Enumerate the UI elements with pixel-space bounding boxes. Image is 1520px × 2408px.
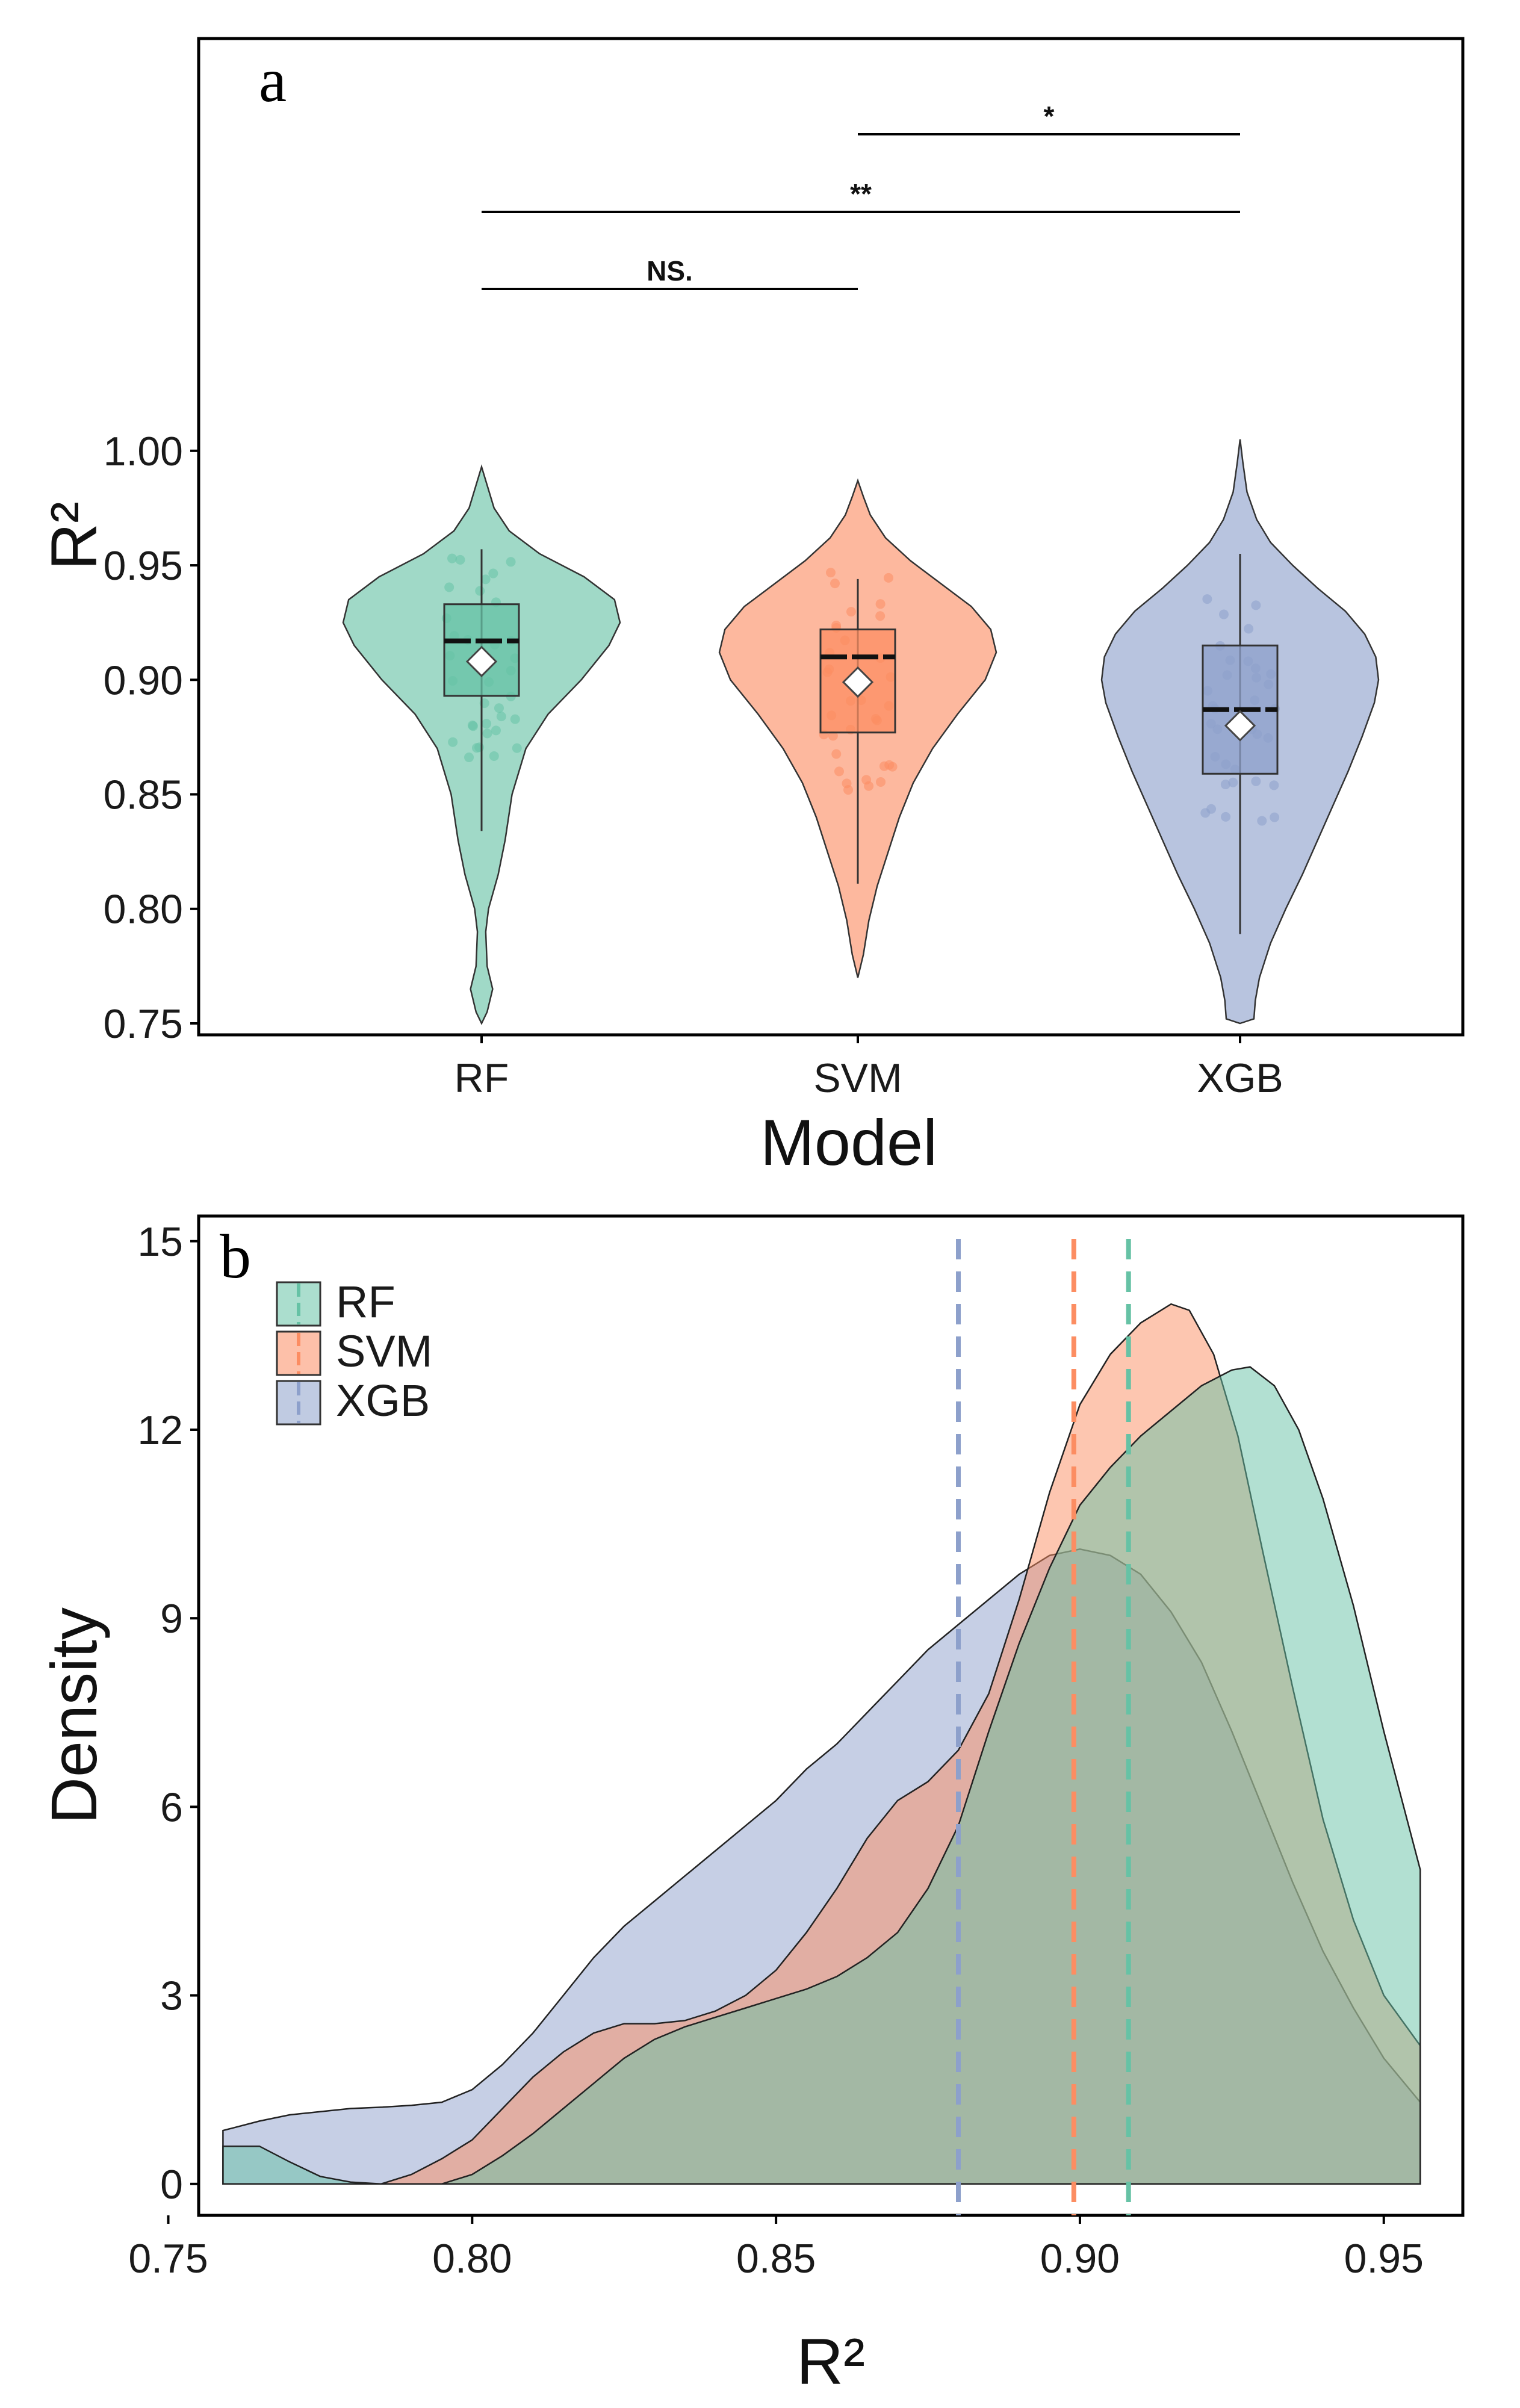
y-tick-label: 0.85 bbox=[104, 772, 183, 818]
data-point-svm bbox=[828, 731, 838, 741]
data-point-rf bbox=[489, 751, 499, 761]
data-point-svm bbox=[831, 620, 842, 630]
data-point-xgb bbox=[1251, 776, 1261, 786]
data-point-rf bbox=[496, 712, 506, 722]
density-area-rf bbox=[222, 1366, 1421, 2185]
y-tick-label: 0.75 bbox=[104, 1001, 183, 1047]
mean-marker-rf bbox=[465, 645, 498, 677]
data-point-rf bbox=[482, 719, 492, 729]
mean-marker-svm bbox=[842, 666, 874, 698]
data-point-xgb bbox=[1270, 812, 1280, 822]
panel-b-y-axis-title: Density bbox=[37, 1607, 110, 1824]
y-axis-ticks: 0.75 0.80 0.85 0.90 0.95 1.00 bbox=[104, 429, 199, 1047]
data-point-rf bbox=[455, 554, 465, 565]
data-point-rf bbox=[512, 743, 522, 753]
y-tick-label: 9 bbox=[160, 1596, 183, 1642]
data-point-xgb bbox=[1244, 624, 1254, 634]
data-point-xgb bbox=[1228, 777, 1238, 787]
boxplot-layer bbox=[443, 549, 1279, 934]
x-tick-label: 0.75 bbox=[128, 2236, 208, 2282]
data-point-rf bbox=[488, 568, 498, 579]
y-tick-label: 0.95 bbox=[104, 543, 183, 589]
legend-label-svm: SVM bbox=[336, 1326, 432, 1376]
significance-label: ** bbox=[850, 178, 872, 209]
x-tick-label: RF bbox=[454, 1055, 509, 1101]
mean-marker-xgb bbox=[1224, 710, 1256, 742]
data-point-svm bbox=[825, 568, 836, 578]
data-point-svm bbox=[830, 579, 840, 589]
y-tick-label: 0 bbox=[160, 2162, 183, 2208]
data-point-rf bbox=[447, 553, 458, 563]
y-tick-label: 6 bbox=[160, 1784, 183, 1830]
y-tick-label: 0.80 bbox=[104, 887, 183, 932]
panel-a-x-axis-title: Model bbox=[760, 1106, 937, 1179]
y-tick-label: 12 bbox=[137, 1407, 183, 1453]
y-axis-ticks: 0 3 6 9 12 15 bbox=[137, 1219, 199, 2208]
data-point-svm bbox=[875, 611, 886, 621]
panel-a-letter: a bbox=[259, 46, 287, 115]
data-point-svm bbox=[831, 749, 842, 759]
data-point-rf bbox=[510, 714, 520, 724]
x-tick-label: SVM bbox=[813, 1055, 902, 1101]
data-point-rf bbox=[494, 703, 504, 713]
panel-b-x-axis-title: R² bbox=[796, 2325, 865, 2398]
data-point-rf bbox=[480, 574, 491, 585]
significance-layer: NS.*** bbox=[482, 101, 1240, 290]
y-tick-label: 1.00 bbox=[104, 429, 183, 474]
data-point-xgb bbox=[1251, 600, 1261, 610]
data-point-rf bbox=[448, 737, 458, 747]
data-point-svm bbox=[875, 599, 886, 609]
data-point-xgb bbox=[1221, 811, 1231, 822]
x-axis-ticks: RF SVM XGB bbox=[454, 1035, 1283, 1101]
box-rf bbox=[443, 603, 520, 697]
data-point-svm bbox=[864, 781, 874, 791]
x-tick-label: 0.90 bbox=[1040, 2236, 1120, 2282]
data-point-rf bbox=[482, 728, 492, 739]
significance-label: NS. bbox=[647, 255, 693, 287]
panel-a-y-axis-title: R² bbox=[37, 501, 110, 570]
data-point-xgb bbox=[1202, 594, 1212, 604]
density-area-layer bbox=[222, 1303, 1421, 2185]
data-point-rf bbox=[464, 752, 474, 763]
x-tick-label: 0.85 bbox=[736, 2236, 816, 2282]
data-point-xgb bbox=[1257, 816, 1267, 826]
data-point-xgb bbox=[1219, 609, 1229, 619]
legend-label-xgb: XGB bbox=[336, 1376, 430, 1426]
data-point-rf bbox=[491, 725, 501, 736]
panel-b-letter: b bbox=[220, 1222, 251, 1291]
y-tick-label: 3 bbox=[160, 1973, 183, 2019]
data-point-svm bbox=[843, 785, 854, 795]
data-point-xgb bbox=[1206, 804, 1217, 814]
legend-label-rf: RF bbox=[336, 1277, 396, 1327]
data-point-rf bbox=[506, 557, 516, 567]
data-point-rf bbox=[474, 742, 485, 752]
data-point-svm bbox=[846, 607, 856, 617]
x-tick-label: 0.95 bbox=[1344, 2236, 1424, 2282]
data-point-xgb bbox=[1220, 780, 1230, 790]
y-tick-label: 0.90 bbox=[104, 657, 183, 703]
data-point-xgb bbox=[1269, 780, 1279, 790]
data-point-svm bbox=[834, 766, 844, 777]
data-point-svm bbox=[884, 760, 895, 770]
mean-line-layer bbox=[956, 1239, 1131, 2215]
data-point-svm bbox=[876, 777, 886, 787]
y-tick-label: 15 bbox=[137, 1219, 183, 1265]
x-tick-label: XGB bbox=[1197, 1055, 1283, 1101]
significance-label: * bbox=[1044, 101, 1055, 132]
data-point-rf bbox=[444, 582, 454, 592]
panel-a-violin-plot: NS.*** 0.750.800.850.900.951.00 RF SVM XGB… bbox=[37, 37, 1465, 1179]
data-point-svm bbox=[884, 573, 894, 583]
data-point-rf bbox=[475, 586, 485, 596]
data-point-rf bbox=[468, 721, 478, 731]
x-axis-ticks: 0.75 0.80 0.85 0.90 0.95 bbox=[128, 2215, 1424, 2282]
x-tick-label: 0.80 bbox=[432, 2236, 512, 2282]
